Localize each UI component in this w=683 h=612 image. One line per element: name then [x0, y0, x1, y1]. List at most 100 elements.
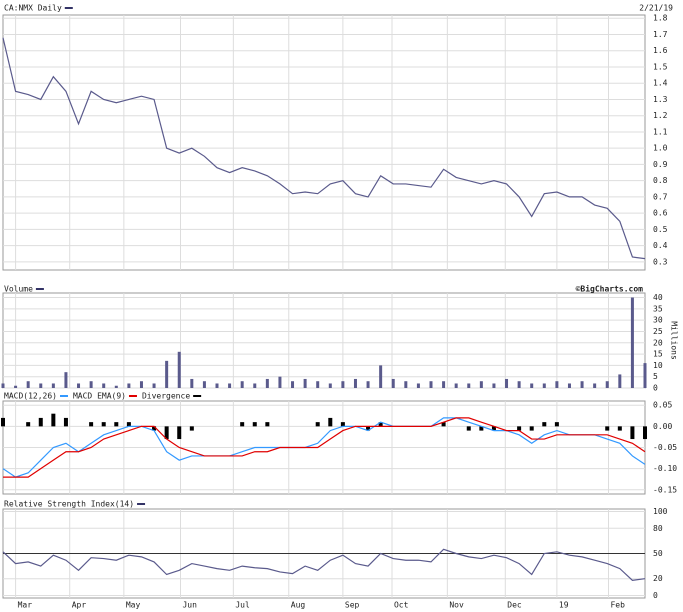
volume-bar [39, 383, 43, 388]
divergence-bar [152, 426, 157, 431]
y-tick-label: 25 [653, 327, 663, 336]
legend-label: MACD EMA(9) [73, 392, 126, 401]
y-tick-label: 50 [653, 549, 663, 558]
y-tick-label: 1.8 [653, 14, 668, 23]
y-tick-label: -0.15 [653, 485, 677, 494]
divergence-bar [366, 426, 371, 431]
y-tick-label: 100 [653, 507, 668, 516]
divergence-bar [542, 422, 547, 427]
volume-bar [114, 385, 118, 388]
x-tick-label: Jun [182, 601, 197, 610]
x-tick-label: Jul [235, 601, 250, 610]
divergence-bar [240, 422, 245, 427]
volume-bar [1, 383, 5, 388]
volume-bar [26, 381, 30, 388]
y-tick-label: 1.7 [653, 30, 668, 39]
panel [2, 292, 646, 389]
divergence-bar [51, 413, 56, 427]
volume-bar [391, 378, 395, 388]
volume-bar [240, 381, 244, 388]
x-tick-label: Aug [291, 601, 306, 610]
volume-bar [265, 378, 269, 388]
volume-bar [492, 383, 496, 388]
volume-bar [442, 381, 446, 388]
divergence-bar [643, 426, 647, 440]
legend-label: Divergence [142, 392, 190, 401]
volume-bar [77, 383, 81, 388]
volume-bar [479, 381, 483, 388]
volume-bar [630, 297, 634, 388]
y-tick-label: 1.6 [653, 46, 668, 55]
volume-bar [505, 378, 509, 388]
divergence-bar [126, 422, 131, 427]
volume-bar [567, 383, 571, 388]
divergence-bar [340, 422, 345, 427]
y-tick-label: 10 [653, 361, 663, 370]
legend-label: Relative Strength Index(14) [4, 500, 134, 509]
x-tick-label: May [126, 601, 141, 610]
x-tick-label: Feb [610, 601, 625, 610]
volume-bar [152, 383, 156, 388]
price-line [2, 548, 646, 582]
volume-bar [89, 381, 93, 388]
y-tick-label: 0.00 [653, 422, 672, 431]
volume-bar [51, 383, 55, 388]
volume-bar [542, 383, 546, 388]
volume-bar [467, 383, 471, 388]
volume-bar [366, 381, 370, 388]
y-tick-label: 0.7 [653, 192, 668, 201]
volume-bar [215, 383, 219, 388]
volume-bar [228, 383, 232, 388]
divergence-bar [1, 417, 5, 427]
volume-bar [530, 383, 534, 388]
volume-bar [379, 365, 383, 388]
y-tick-label: 20 [653, 574, 663, 583]
y-tick-label: 20 [653, 338, 663, 347]
y-tick-label: 0 [653, 384, 658, 393]
volume-bar [316, 381, 320, 388]
divergence-bar [630, 426, 635, 440]
y-tick-label: 0.3 [653, 257, 668, 266]
volume-bar [139, 381, 143, 388]
y-tick-label: 1.2 [653, 111, 668, 120]
divergence-bar [529, 426, 534, 431]
divergence-bar [605, 426, 610, 431]
x-tick-label: 19 [559, 601, 569, 610]
legend-label: MACD(12,26) [4, 392, 57, 401]
volume-bar [404, 381, 408, 388]
y-tick-label: 35 [653, 304, 663, 313]
volume-bar [102, 383, 106, 388]
legend-label: CA:NMX Daily [4, 4, 62, 13]
y-tick-label: 1.5 [653, 62, 668, 71]
y-tick-label: 30 [653, 316, 663, 325]
y-axis-label: Millions [670, 321, 679, 360]
x-tick-label: Nov [449, 601, 464, 610]
volume-bar [14, 385, 18, 388]
y-tick-label: 1.4 [653, 79, 668, 88]
divergence-bar [189, 426, 194, 431]
volume-bar [580, 381, 584, 388]
x-tick-label: Apr [72, 601, 87, 610]
volume-bar [291, 381, 295, 388]
y-tick-label: 0.4 [653, 241, 668, 250]
source-label: ©BigCharts.com [576, 284, 644, 294]
y-tick-label: 1.3 [653, 95, 668, 104]
divergence-bar [554, 422, 559, 427]
y-tick-label: 1.0 [653, 144, 668, 153]
volume-bar [353, 378, 357, 388]
divergence-bar [328, 417, 333, 427]
divergence-bar [315, 422, 320, 427]
y-tick-label: 0.8 [653, 176, 668, 185]
divergence-bar [26, 422, 31, 427]
divergence-bar [491, 426, 496, 431]
divergence-bar [617, 426, 622, 431]
volume-bar [253, 383, 257, 388]
divergence-bar [63, 417, 68, 427]
legend-label: Volume [4, 285, 33, 294]
divergence-bar [265, 422, 270, 427]
divergence-bar [177, 426, 182, 440]
volume-bar [127, 383, 131, 388]
y-tick-label: 0.9 [653, 160, 668, 169]
x-tick-label: Mar [18, 601, 33, 610]
